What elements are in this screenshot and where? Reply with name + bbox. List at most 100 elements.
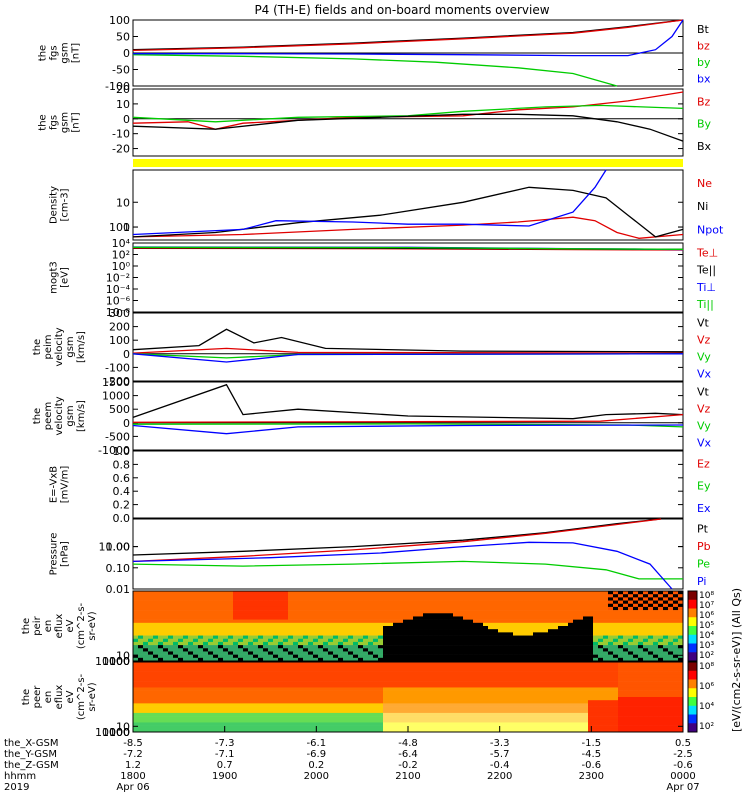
heatmap-cell [583,712,589,717]
heatmap-cell [163,687,169,691]
heatmap-cell [298,610,304,614]
heatmap-cell [293,697,299,701]
heatmap-cell [208,613,214,617]
heatmap-cell [333,632,339,636]
heatmap-cell [233,697,239,701]
heatmap-cell [548,703,554,707]
heatmap-cell [268,638,274,643]
heatmap-cell [638,638,644,643]
heatmap-cell [198,641,204,646]
heatmap-cell [248,697,254,701]
heatmap-cell [588,635,594,640]
heatmap-cell [283,690,289,695]
heatmap-cell [433,662,439,666]
heatmap-cell [248,665,254,669]
heatmap-cell [358,622,364,627]
heatmap-cell [253,709,259,714]
heatmap-cell [298,719,304,723]
heatmap-cell [593,684,599,688]
heatmap-cell [148,709,154,714]
heatmap-cell [648,722,654,726]
heatmap-cell [193,610,199,614]
legend-entry: Bx [697,140,712,153]
heatmap-cell [343,626,349,630]
heatmap-cell [593,626,599,630]
heatmap-cell [618,681,624,685]
heatmap-cell [288,662,294,666]
heatmap-cell [263,687,269,691]
heatmap-cell [583,657,589,662]
heatmap-cell [393,728,399,733]
heatmap-cell [638,600,644,605]
heatmap-cell [198,662,204,666]
heatmap-cell [153,645,159,649]
heatmap-cell [498,690,504,695]
heatmap-cell [138,728,144,733]
heatmap-cell [643,616,649,620]
heatmap-cell [578,651,584,655]
heatmap-cell [158,687,164,691]
heatmap-cell [633,725,639,730]
heatmap-cell [133,684,139,688]
heatmap-cell [438,693,444,698]
heatmap-cell [413,665,419,669]
heatmap-cell [403,665,409,669]
heatmap-cell [308,603,314,608]
heatmap-cell [168,728,174,733]
heatmap-cell [313,716,319,720]
heatmap-cell [413,591,419,595]
heatmap-cell [358,719,364,723]
heatmap-cell [283,641,289,646]
heatmap-cell [398,641,404,646]
heatmap-cell [138,662,144,666]
heatmap-cell [198,725,204,730]
heatmap-cell [538,626,544,630]
heatmap-cell [243,712,249,717]
legend-entry: Ti|| [696,298,714,311]
heatmap-cell [578,616,584,620]
heatmap-cell [258,703,264,707]
heatmap-cell [643,638,649,643]
heatmap-cell [603,687,609,691]
heatmap-cell [593,674,599,679]
heatmap-cell [373,651,379,655]
heatmap-cell [388,603,394,608]
heatmap-cell [603,632,609,636]
heatmap-cell [233,594,239,598]
heatmap-cell [493,671,499,676]
heatmap-cell [193,654,199,659]
heatmap-cell [328,725,334,730]
heatmap-cell [468,610,474,614]
heatmap-cell [398,654,404,659]
heatmap-cell [363,651,369,655]
heatmap-cell [168,648,174,652]
heatmap-cell [238,665,244,669]
heatmap-cell [478,654,484,659]
heatmap-cell [348,616,354,620]
heatmap-cell [653,629,659,633]
heatmap-cell [328,641,334,646]
heatmap-cell [333,700,339,704]
heatmap-cell [263,719,269,723]
heatmap-cell [203,681,209,685]
heatmap-cell [453,606,459,611]
heatmap-cell [358,645,364,649]
heatmap-cell [293,709,299,714]
heatmap-cell [473,690,479,695]
heatmap-cell [573,622,579,627]
heatmap-cell [173,613,179,617]
heatmap-cell [318,619,324,624]
heatmap-cell [553,616,559,620]
heatmap-cell [203,600,209,605]
heatmap-cell [303,703,309,707]
heatmap-cell [593,629,599,633]
heatmap-cell [358,613,364,617]
heatmap-cell [523,654,529,659]
heatmap-cell [533,722,539,726]
heatmap-cell [383,632,389,636]
heatmap-cell [613,606,619,611]
heatmap-cell [488,681,494,685]
heatmap-cell [638,651,644,655]
heatmap-cell [663,648,669,652]
heatmap-cell [148,706,154,711]
